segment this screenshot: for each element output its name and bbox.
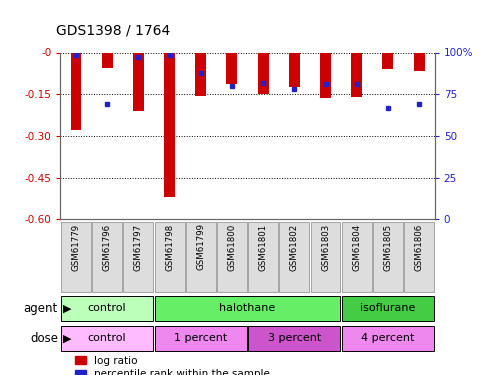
Bar	[61, 296, 153, 321]
Text: control: control	[88, 303, 127, 313]
Text: GSM61779: GSM61779	[71, 224, 81, 270]
Text: GSM61796: GSM61796	[103, 224, 112, 270]
Bar	[373, 222, 403, 292]
Bar	[383, 53, 393, 69]
Bar	[61, 222, 91, 292]
Text: 1 percent: 1 percent	[174, 333, 227, 343]
Bar	[342, 326, 434, 351]
Bar	[71, 53, 82, 130]
Bar	[92, 222, 122, 292]
Legend: log ratio, percentile rank within the sample: log ratio, percentile rank within the sa…	[75, 356, 270, 375]
Bar	[311, 222, 341, 292]
Bar	[217, 222, 247, 292]
Bar	[320, 53, 331, 98]
Bar	[195, 53, 206, 96]
Text: GSM61805: GSM61805	[384, 224, 392, 271]
Bar	[155, 296, 340, 321]
Bar	[248, 326, 340, 351]
Bar	[133, 53, 144, 111]
Bar	[155, 222, 185, 292]
Bar	[351, 53, 362, 97]
Bar	[123, 222, 153, 292]
Bar	[61, 326, 153, 351]
Bar	[248, 222, 278, 292]
Text: control: control	[88, 333, 127, 343]
Text: 3 percent: 3 percent	[268, 333, 321, 343]
Bar	[257, 53, 269, 94]
Text: halothane: halothane	[219, 303, 276, 313]
Text: isoflurane: isoflurane	[360, 303, 415, 313]
Text: GSM61802: GSM61802	[290, 224, 299, 271]
Bar	[155, 326, 247, 351]
Text: GSM61806: GSM61806	[414, 224, 424, 271]
Bar	[342, 296, 434, 321]
Text: ▶: ▶	[63, 333, 71, 344]
Bar	[102, 53, 113, 68]
Text: ▶: ▶	[63, 303, 71, 313]
Text: GSM61801: GSM61801	[258, 224, 268, 271]
Text: GSM61800: GSM61800	[227, 224, 237, 271]
Bar	[186, 222, 216, 292]
Bar	[413, 53, 425, 70]
Bar	[279, 222, 309, 292]
Bar	[289, 53, 300, 87]
Text: GSM61797: GSM61797	[134, 224, 143, 270]
Bar	[404, 222, 434, 292]
Text: GSM61804: GSM61804	[352, 224, 361, 271]
Text: GSM61803: GSM61803	[321, 224, 330, 271]
Text: GDS1398 / 1764: GDS1398 / 1764	[56, 24, 170, 38]
Text: GSM61798: GSM61798	[165, 224, 174, 270]
Bar	[342, 222, 372, 292]
Text: agent: agent	[24, 302, 58, 315]
Text: GSM61799: GSM61799	[196, 224, 205, 270]
Text: 4 percent: 4 percent	[361, 333, 414, 343]
Bar	[164, 53, 175, 197]
Text: dose: dose	[30, 332, 58, 345]
Bar	[227, 53, 238, 84]
